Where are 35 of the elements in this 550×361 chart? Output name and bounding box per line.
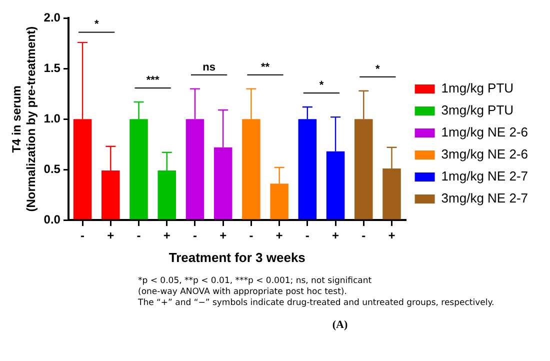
legend-label: 3mg/kg NE 2-6 (441, 146, 528, 162)
y-tick-label: 0.0 (44, 212, 61, 226)
y-tick-label: 2.0 (44, 10, 61, 25)
annotation: * (319, 80, 324, 92)
x-tick-label: - (192, 228, 197, 243)
x-tick-label: - (362, 228, 366, 243)
x-tick-label: + (332, 228, 340, 243)
x-tick-label: + (276, 228, 283, 243)
legend-label: 3mg/kg NE 2-7 (441, 190, 528, 206)
text: (one-way ANOVA with appropriate post hoc test). (138, 287, 348, 298)
y-axis-title: T4 in serum (Normalization by pre-treatment) (10, 26, 38, 212)
x-axis-title: Treatment for 3 weeks (168, 250, 306, 265)
text: (A) (331, 319, 349, 331)
text: The “+” and “−” symbols indicate drug-treated and untreated groups, respectively. (138, 298, 496, 309)
legend-label: 1mg/kg PTU (441, 80, 514, 96)
legend-label: 1mg/kg NE 2-6 (441, 124, 528, 140)
y-tick-label: 1.0 (44, 111, 61, 126)
annotation: * (376, 63, 381, 76)
x-tick-label: - (136, 228, 141, 243)
annotation: ** (260, 61, 270, 74)
x-tick-label: + (388, 228, 396, 243)
annotation: * (94, 18, 100, 31)
annotation: ns (202, 61, 216, 74)
x-tick-label: + (163, 228, 170, 243)
x-tick-label: + (220, 228, 227, 243)
legend-label: 3mg/kg PTU (441, 102, 514, 118)
y-tick-label: 0.5 (44, 162, 61, 176)
x-tick-label: + (107, 228, 114, 243)
x-tick-label: - (249, 228, 254, 243)
y-tick-label: 1.5 (44, 60, 61, 75)
text: *p < 0.05, **p < 0.01, ***p < 0.001; ns, not significant (138, 276, 373, 287)
x-tick-label: - (305, 228, 310, 243)
annotation: *** (146, 74, 160, 86)
legend-label: 1mg/kg NE 2-7 (441, 168, 528, 184)
x-tick-label: - (80, 228, 85, 243)
